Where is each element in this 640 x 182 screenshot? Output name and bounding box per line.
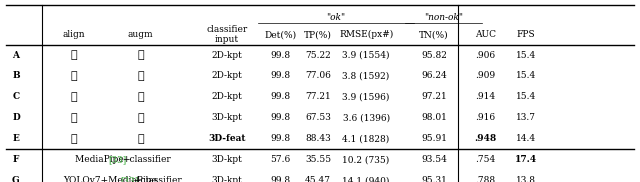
Text: 2D-kpt: 2D-kpt bbox=[212, 92, 243, 101]
Text: ✓: ✓ bbox=[138, 92, 144, 102]
Text: TP(%): TP(%) bbox=[304, 30, 332, 39]
Text: F: F bbox=[13, 155, 19, 164]
Text: +classifier: +classifier bbox=[122, 155, 170, 164]
Text: 2D-kpt: 2D-kpt bbox=[212, 51, 243, 60]
Text: G: G bbox=[12, 176, 20, 182]
Text: 17.4: 17.4 bbox=[515, 155, 537, 164]
Text: 15.4: 15.4 bbox=[516, 72, 536, 80]
Text: 77.21: 77.21 bbox=[305, 92, 331, 101]
Text: 3D-kpt: 3D-kpt bbox=[212, 155, 243, 164]
Text: 35.55: 35.55 bbox=[305, 155, 331, 164]
Text: "ok": "ok" bbox=[326, 13, 346, 22]
Text: ✗: ✗ bbox=[138, 50, 144, 60]
Text: .916: .916 bbox=[475, 113, 495, 122]
Text: 77.06: 77.06 bbox=[305, 72, 331, 80]
Text: 95.31: 95.31 bbox=[421, 176, 447, 182]
Text: 97.21: 97.21 bbox=[421, 92, 447, 101]
Text: C: C bbox=[12, 92, 20, 101]
Text: 10.2 (735): 10.2 (735) bbox=[342, 155, 390, 164]
Text: 99.8: 99.8 bbox=[270, 113, 291, 122]
Text: +classifier: +classifier bbox=[133, 176, 182, 182]
Text: [33]: [33] bbox=[108, 155, 127, 164]
Text: .914: .914 bbox=[475, 92, 495, 101]
Text: ✓: ✓ bbox=[138, 134, 144, 144]
Text: 3.6 (1396): 3.6 (1396) bbox=[342, 113, 390, 122]
Text: 93.54: 93.54 bbox=[421, 155, 447, 164]
Text: 99.8: 99.8 bbox=[270, 51, 291, 60]
Text: A: A bbox=[13, 51, 19, 60]
Text: [33]: [33] bbox=[120, 176, 138, 182]
Text: MediaPipe: MediaPipe bbox=[76, 155, 127, 164]
Text: B: B bbox=[12, 72, 20, 80]
Text: 14.4: 14.4 bbox=[516, 134, 536, 143]
Text: 15.4: 15.4 bbox=[516, 92, 536, 101]
Text: D: D bbox=[12, 113, 20, 122]
Text: 4.1 (1828): 4.1 (1828) bbox=[342, 134, 390, 143]
Text: 99.8: 99.8 bbox=[270, 176, 291, 182]
Text: FPS: FPS bbox=[516, 30, 536, 39]
Text: Det(%): Det(%) bbox=[264, 30, 296, 39]
Text: 99.8: 99.8 bbox=[270, 92, 291, 101]
Text: 88.43: 88.43 bbox=[305, 134, 331, 143]
Text: .909: .909 bbox=[475, 72, 495, 80]
Text: AUC: AUC bbox=[475, 30, 495, 39]
Text: ✓: ✓ bbox=[70, 92, 77, 102]
Text: .906: .906 bbox=[475, 51, 495, 60]
Text: ✓: ✓ bbox=[138, 113, 144, 123]
Text: 3D-feat: 3D-feat bbox=[209, 134, 246, 143]
Text: 95.91: 95.91 bbox=[421, 134, 447, 143]
Text: "non-ok": "non-ok" bbox=[424, 13, 463, 22]
Text: augm: augm bbox=[128, 30, 154, 39]
Text: 2D-kpt: 2D-kpt bbox=[212, 72, 243, 80]
Text: ✗: ✗ bbox=[138, 71, 144, 81]
Text: .788: .788 bbox=[475, 176, 495, 182]
Text: 15.4: 15.4 bbox=[516, 51, 536, 60]
Text: 98.01: 98.01 bbox=[421, 113, 447, 122]
Text: classifier
input: classifier input bbox=[207, 25, 248, 44]
Text: E: E bbox=[13, 134, 19, 143]
Text: align: align bbox=[62, 30, 85, 39]
Text: 67.53: 67.53 bbox=[305, 113, 331, 122]
Text: 75.22: 75.22 bbox=[305, 51, 331, 60]
Text: 14.1 (940): 14.1 (940) bbox=[342, 176, 390, 182]
Text: 3.8 (1592): 3.8 (1592) bbox=[342, 72, 390, 80]
Text: .948: .948 bbox=[474, 134, 496, 143]
Text: TN(%): TN(%) bbox=[419, 30, 449, 39]
Text: 57.6: 57.6 bbox=[270, 155, 291, 164]
Text: 13.7: 13.7 bbox=[516, 113, 536, 122]
Text: ✓: ✓ bbox=[70, 134, 77, 144]
Text: 3D-kpt: 3D-kpt bbox=[212, 113, 243, 122]
Text: 95.82: 95.82 bbox=[421, 51, 447, 60]
Text: 45.47: 45.47 bbox=[305, 176, 331, 182]
Text: ✓: ✓ bbox=[70, 113, 77, 123]
Text: 3.9 (1596): 3.9 (1596) bbox=[342, 92, 390, 101]
Text: RMSE(px#): RMSE(px#) bbox=[339, 30, 393, 39]
Text: 96.24: 96.24 bbox=[421, 72, 447, 80]
Text: 99.8: 99.8 bbox=[270, 72, 291, 80]
Text: ✓: ✓ bbox=[70, 71, 77, 81]
Text: ✗: ✗ bbox=[70, 50, 77, 60]
Text: 3D-kpt: 3D-kpt bbox=[212, 176, 243, 182]
Text: 3.9 (1554): 3.9 (1554) bbox=[342, 51, 390, 60]
Text: YOLOv7+MediaPipe: YOLOv7+MediaPipe bbox=[63, 176, 160, 182]
Text: 13.8: 13.8 bbox=[516, 176, 536, 182]
Text: .754: .754 bbox=[475, 155, 495, 164]
Text: 99.8: 99.8 bbox=[270, 134, 291, 143]
